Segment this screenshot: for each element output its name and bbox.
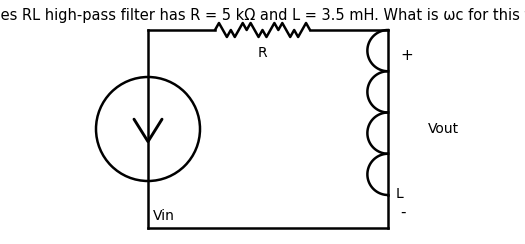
Text: A series RL high-pass filter has R = 5 kΩ and L = 3.5 mH. What is ωc for this fi: A series RL high-pass filter has R = 5 k… [0, 8, 525, 23]
Text: -: - [400, 205, 405, 220]
Text: L: L [396, 187, 404, 201]
Text: R: R [258, 46, 267, 60]
Text: Vin: Vin [153, 209, 175, 223]
Text: Vout: Vout [428, 122, 459, 136]
Text: +: + [400, 48, 413, 63]
